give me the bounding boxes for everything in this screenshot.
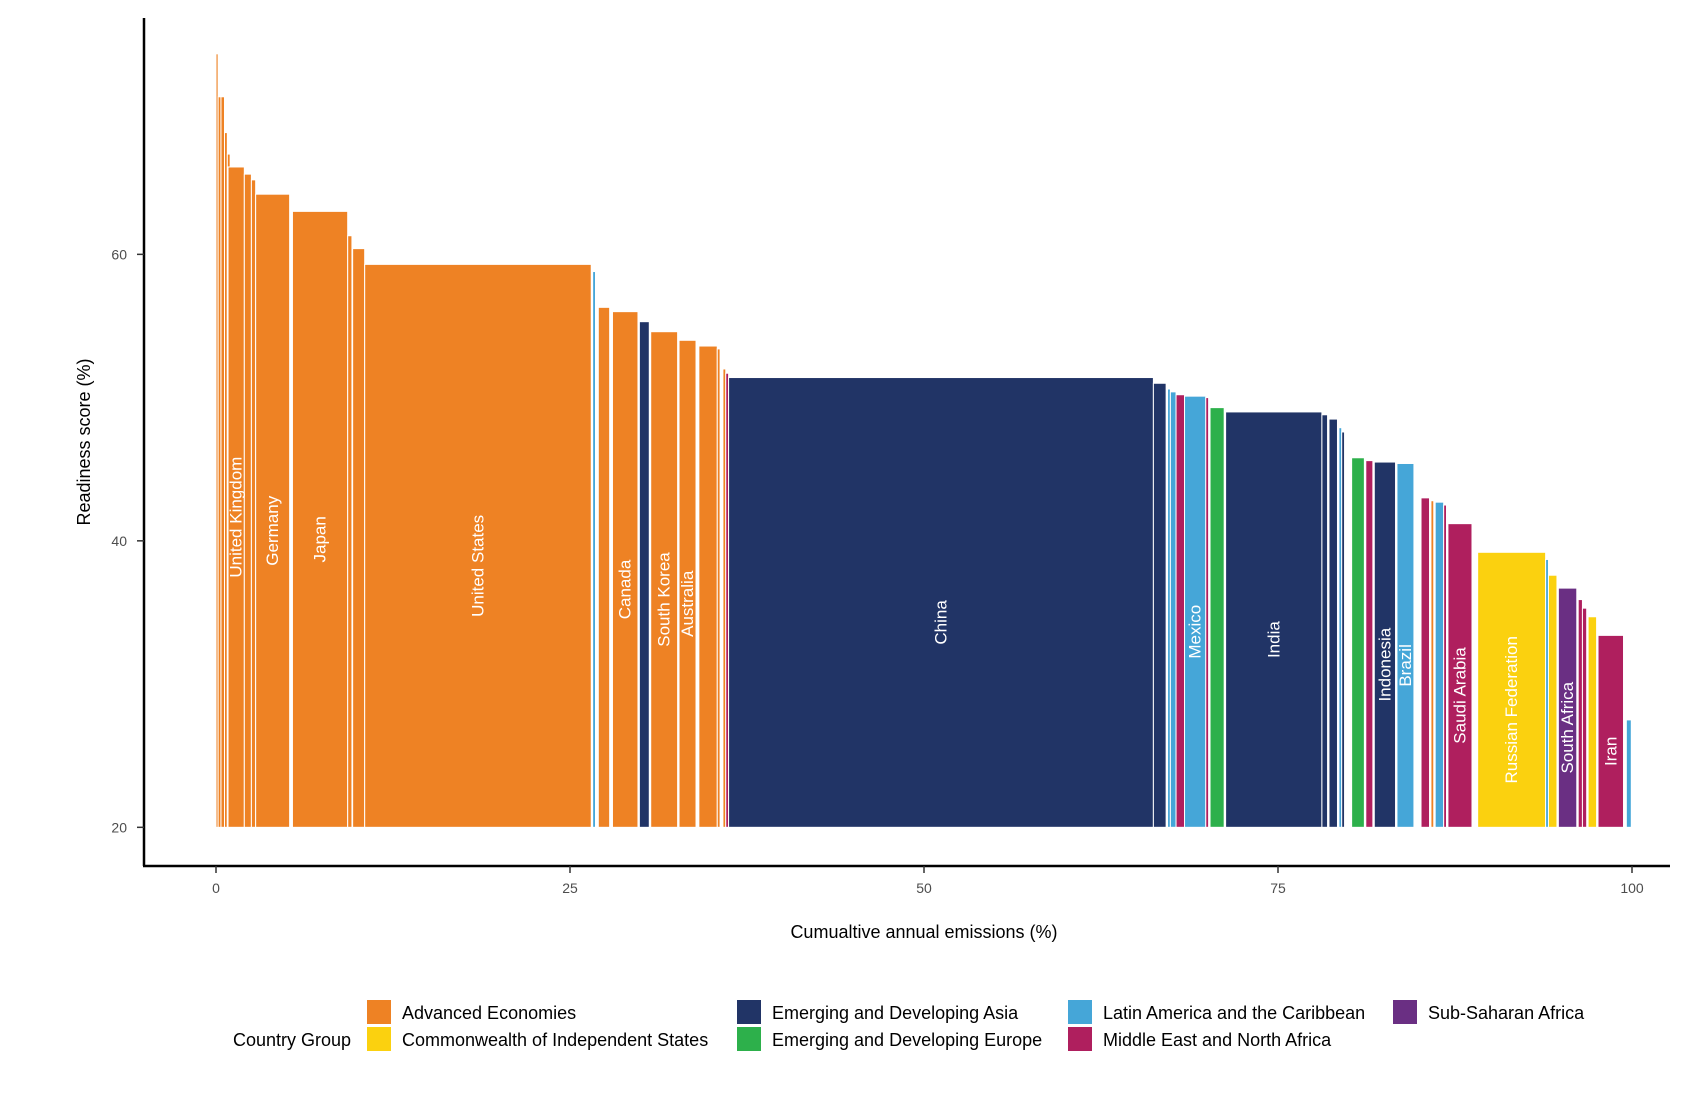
bar-label-united-states: United States [468, 515, 487, 617]
y-tick-label: 60 [111, 246, 127, 262]
bar-germany [255, 193, 291, 828]
bar-south-africa [1557, 587, 1578, 828]
bar-country-42 [1434, 501, 1445, 828]
bar-country-50 [1581, 607, 1588, 828]
bar-country-41 [1430, 500, 1435, 828]
bar-country-26 [1169, 391, 1177, 828]
bar-label-japan: Japan [311, 516, 330, 562]
bars-layer [215, 53, 1632, 828]
bar-country-35 [1341, 431, 1346, 828]
bar-country-27 [1175, 394, 1186, 828]
bar-country-32 [1321, 414, 1329, 828]
bar-country-2 [220, 96, 226, 828]
bar-iran [1597, 634, 1625, 828]
legend-swatch-eda [737, 1000, 761, 1024]
legend-label-cis: Commonwealth of Independent States [402, 1030, 708, 1050]
x-tick-label: 75 [1270, 880, 1286, 896]
x-tick-label: 50 [916, 880, 932, 896]
legend-label-eda: Emerging and Developing Asia [772, 1003, 1019, 1023]
legend-swatch-ae [367, 1000, 391, 1024]
x-tick-label: 0 [212, 880, 220, 896]
bar-canada [611, 311, 639, 828]
y-tick-label: 40 [111, 533, 127, 549]
bar-label-indonesia: Indonesia [1375, 627, 1394, 701]
legend-label-ae: Advanced Economies [402, 1003, 576, 1023]
bar-country-36 [1351, 457, 1365, 828]
bar-labels-layer: United Kingdom Germany Japan United States C… [227, 457, 1621, 784]
bar-country-20 [716, 348, 721, 828]
bar-label-china: China [931, 600, 950, 645]
bar-country-16 [638, 321, 650, 828]
bar-country-10 [347, 235, 353, 828]
bar-label-brazil: Brazil [1396, 644, 1415, 687]
legend-swatch-lac [1068, 1000, 1092, 1024]
bar-label-canada: Canada [616, 559, 635, 619]
bar-australia [678, 339, 697, 828]
x-tick-label: 100 [1620, 880, 1644, 896]
bar-country-33 [1328, 418, 1338, 828]
bar-label-germany: Germany [263, 495, 282, 565]
bar-label-south-korea: South Korea [655, 552, 674, 647]
bar-label-australia: Australia [678, 570, 697, 637]
bar-country-24 [1152, 382, 1167, 828]
bar-russian-federation [1477, 551, 1547, 828]
ticks-layer: 0 25 50 75 100 20 40 60 [111, 246, 1643, 896]
bar-japan [291, 210, 349, 828]
bar-country-29 [1205, 397, 1210, 828]
bar-brazil [1396, 462, 1415, 828]
bar-country-19 [698, 345, 718, 828]
bar-saudi-arabia [1447, 523, 1473, 828]
y-tick-label: 20 [111, 819, 127, 835]
legend-label-mena: Middle East and North Africa [1103, 1030, 1332, 1050]
legend: Country Group Advanced Economies Commonwe… [233, 1000, 1585, 1051]
bar-label-south-africa: South Africa [1558, 681, 1577, 773]
bar-united-states [364, 263, 592, 828]
legend-label-ssa: Sub-Saharan Africa [1428, 1003, 1585, 1023]
legend-label-lac: Latin America and the Caribbean [1103, 1003, 1365, 1023]
bar-country-30 [1209, 407, 1225, 828]
bar-label-india: India [1264, 621, 1283, 658]
legend-swatch-cis [367, 1027, 391, 1051]
x-axis-title: Cumualtive annual emissions (%) [790, 922, 1057, 942]
y-axis-title: Readiness score (%) [74, 358, 94, 525]
bar-country-7 [250, 179, 257, 828]
legend-swatch-mena [1068, 1027, 1092, 1051]
axes-layer [142, 18, 1670, 868]
legend-swatch-ede [737, 1027, 761, 1051]
bar-country-47 [1547, 574, 1558, 828]
bar-indonesia [1373, 461, 1397, 828]
legend-title: Country Group [233, 1030, 351, 1050]
legend-swatch-ssa [1393, 1000, 1417, 1024]
legend-label-ede: Emerging and Developing Europe [772, 1030, 1042, 1050]
bar-country-40 [1420, 497, 1431, 828]
x-tick-label: 25 [562, 880, 578, 896]
bar-label-mexico: Mexico [1186, 605, 1205, 659]
bar-country-49 [1577, 599, 1583, 828]
bar-label-iran: Iran [1601, 737, 1620, 766]
bar-label-united-kingdom: United Kingdom [227, 457, 246, 578]
bar-country-13 [592, 271, 596, 828]
bar-label-saudi-arabia: Saudi Arabia [1450, 647, 1469, 744]
bar-country-51 [1587, 616, 1598, 828]
bar-country-37 [1365, 460, 1374, 828]
bar-country-14 [597, 306, 611, 828]
bar-country-11 [352, 248, 366, 828]
bar-label-russian-federation: Russian Federation [1502, 636, 1521, 783]
bar-south-korea [650, 331, 679, 828]
bar-country-53 [1625, 719, 1632, 828]
bar-country-43 [1443, 504, 1448, 828]
bar-china [728, 377, 1154, 828]
bar-india [1225, 411, 1323, 828]
